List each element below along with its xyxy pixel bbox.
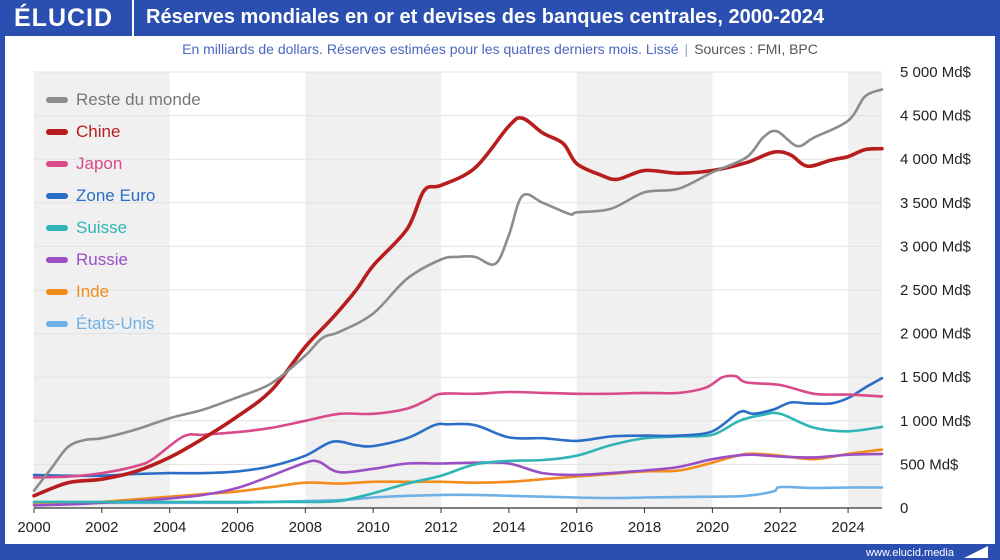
y-tick-label: 5 000 Md$: [900, 64, 972, 81]
y-tick-label: 1 000 Md$: [900, 413, 972, 430]
corner-logo-icon: [964, 546, 988, 558]
subtitle: En milliards de dollars. Réserves estimé…: [0, 41, 1000, 57]
y-tick-label: 500 Md$: [900, 456, 959, 473]
legend-label: Zone Euro: [76, 186, 156, 205]
legend-item: États-Unis: [46, 308, 201, 340]
legend-label: États-Unis: [76, 314, 155, 333]
title-divider: [132, 0, 134, 36]
series-lines: [32, 88, 884, 507]
source-text: Sources : FMI, BPC: [694, 41, 818, 57]
legend-label: Suisse: [76, 218, 128, 237]
x-tick-label: 2002: [85, 519, 118, 536]
y-tick-label: 4 500 Md$: [900, 108, 972, 125]
y-tick-label: 0: [900, 500, 908, 517]
logo: ÉLUCID: [0, 0, 130, 36]
logo-text: ÉLUCID: [14, 4, 114, 32]
legend-label: Inde: [76, 282, 110, 301]
x-tick-label: 2014: [492, 519, 525, 536]
series-line-chine: [32, 116, 884, 498]
legend-label: Chine: [76, 122, 121, 141]
legend-label: Japon: [76, 154, 123, 173]
x-tick-label: 2018: [628, 519, 661, 536]
legend-swatch: [46, 321, 68, 327]
x-tick-label: 2008: [289, 519, 322, 536]
series-line-japon: [32, 374, 884, 479]
legend-swatch: [46, 257, 68, 263]
x-tick-label: 2010: [357, 519, 390, 536]
y-tick-label: 3 000 Md$: [900, 238, 972, 255]
series-line-suisse: [32, 411, 884, 504]
legend-item: Chine: [46, 116, 201, 148]
legend-swatch: [46, 225, 68, 231]
series-line-reste-du-monde: [32, 88, 884, 492]
x-tick-label: 2022: [764, 519, 797, 536]
legend-swatch: [46, 97, 68, 103]
legend-swatch: [46, 193, 68, 199]
legend-item: Inde: [46, 276, 201, 308]
header-bar: ÉLUCID Réserves mondiales en or et devis…: [0, 0, 1000, 36]
x-tick-label: 2012: [424, 519, 457, 536]
x-tick-label: 2020: [696, 519, 729, 536]
legend: Reste du monde Chine Japon Zone Euro Suisse R…: [46, 84, 201, 340]
x-axis: 2000 2002 2004 2006 2008 2010 2012 2014 2016 2018…: [17, 507, 882, 536]
legend-item: Suisse: [46, 212, 201, 244]
legend-swatch: [46, 289, 68, 295]
website-link[interactable]: www.elucid.media: [865, 547, 954, 559]
y-tick-label: 1 500 Md$: [900, 369, 972, 386]
y-tick-label: 3 500 Md$: [900, 195, 972, 212]
x-tick-label: 2024: [831, 519, 864, 536]
series-line-zone-euro: [32, 376, 884, 478]
x-tick-label: 2006: [221, 519, 254, 536]
legend-item: Zone Euro: [46, 180, 201, 212]
subtitle-separator: |: [684, 41, 689, 57]
legend-item: Russie: [46, 244, 201, 276]
y-tick-label: 4 000 Md$: [900, 151, 972, 168]
series-line-russie: [32, 452, 884, 507]
legend-item: Reste du monde: [46, 84, 201, 116]
legend-swatch: [46, 129, 68, 135]
y-tick-label: 2 000 Md$: [900, 326, 972, 343]
legend-swatch: [46, 161, 68, 167]
x-tick-label: 2016: [560, 519, 593, 536]
footer-bar: www.elucid.media: [0, 544, 1000, 560]
legend-label: Russie: [76, 250, 128, 269]
subtitle-text: En milliards de dollars. Réserves estimé…: [182, 41, 679, 57]
legend-label: Reste du monde: [76, 90, 201, 109]
y-tick-label: 2 500 Md$: [900, 282, 972, 299]
legend-item: Japon: [46, 148, 201, 180]
page-title: Réserves mondiales en or et devises des …: [146, 6, 825, 28]
x-tick-label: 2004: [153, 519, 186, 536]
y-axis: 0 500 Md$ 1 000 Md$ 1 500 Md$ 2 000 Md$ 2 500…: [900, 64, 972, 517]
x-tick-label: 2000: [17, 519, 50, 536]
